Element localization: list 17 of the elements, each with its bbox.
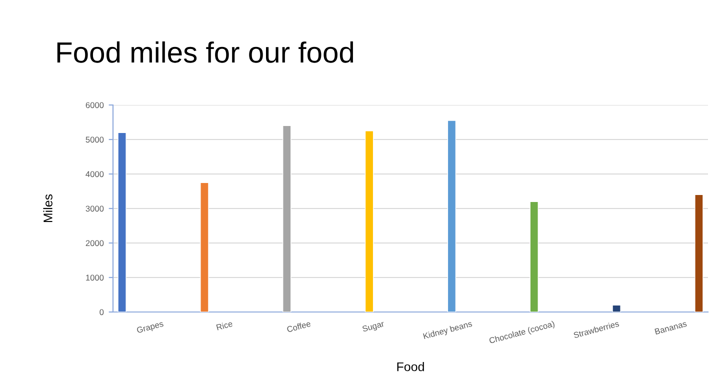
x-tick-label: Sugar [362, 320, 385, 334]
y-tick-label: 2000 [86, 240, 104, 246]
x-tick-label: Kidney beans [422, 320, 473, 341]
y-tick-label: 6000 [86, 102, 104, 108]
y-tick-label: 0 [100, 309, 104, 316]
x-tick-label: Grapes [136, 320, 164, 335]
x-tick-label: Bananas [654, 320, 687, 335]
y-tick-label: 4000 [86, 171, 104, 178]
chart-title: Food miles for our food [57, 41, 354, 63]
y-tick-label: 5000 [86, 136, 104, 143]
x-axis-title: Food [397, 362, 424, 372]
y-tick-label: 1000 [86, 274, 104, 281]
y-tick-label: 3000 [86, 206, 104, 212]
x-tick-label: Coffee [286, 320, 311, 332]
y-axis-title: Miles [43, 194, 52, 222]
x-tick-label: Rice [216, 320, 233, 330]
x-tick-label: Chocolate (cocoa) [488, 320, 556, 346]
